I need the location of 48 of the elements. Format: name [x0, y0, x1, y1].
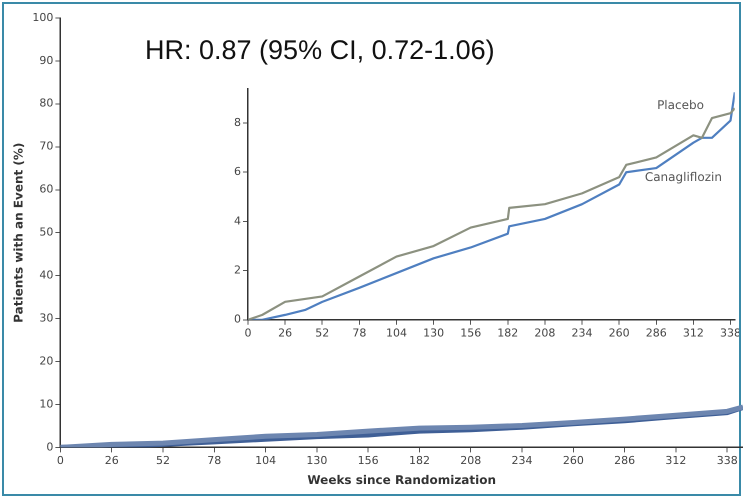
x-tick-label: 26 [278, 326, 292, 340]
y-tick-label: 100 [32, 10, 54, 24]
x-tick-label: 312 [682, 326, 704, 340]
x-tick-label: 104 [255, 454, 276, 467]
x-tick-label: 182 [408, 454, 430, 467]
y-tick-label: 70 [39, 140, 54, 153]
x-tick-label: 78 [207, 454, 222, 467]
y-tick-label: 10 [39, 397, 54, 410]
x-tick-label: 260 [562, 454, 584, 467]
x-tick-label: 286 [614, 454, 636, 467]
x-tick-label: 78 [352, 326, 366, 340]
x-tick-label: 104 [386, 326, 407, 340]
x-tick-label: 26 [104, 454, 119, 467]
x-axis-title: Weeks since Randomization [307, 472, 496, 487]
x-tick-label: 338 [716, 454, 738, 467]
y-tick-label: 2 [234, 263, 241, 276]
annotation: HR: 0.87 (95% CI, 0.72-1.06) [145, 35, 495, 66]
y-tick-label: 0 [46, 440, 54, 454]
y-tick-label: 4 [234, 214, 241, 228]
series-label: Canagliflozin [644, 170, 722, 184]
x-tick-label: 0 [244, 326, 252, 340]
x-tick-label: 208 [534, 326, 556, 340]
y-tick-label: 40 [39, 268, 54, 282]
y-tick-label: 30 [39, 311, 54, 324]
x-tick-label: 52 [156, 454, 170, 467]
x-tick-label: 260 [608, 326, 630, 340]
x-tick-label: 234 [512, 454, 533, 467]
x-tick-label: 312 [665, 454, 686, 467]
x-tick-label: 52 [315, 326, 330, 340]
x-tick-label: 234 [572, 326, 593, 340]
y-tick-label: 50 [39, 226, 54, 239]
y-tick-label: 20 [39, 354, 54, 368]
y-tick-label: 0 [234, 312, 241, 326]
x-tick-label: 286 [646, 326, 667, 340]
y-tick-label: 6 [234, 165, 241, 178]
x-tick-label: 156 [460, 326, 482, 340]
x-tick-label: 130 [306, 454, 328, 467]
x-tick-label: 182 [497, 326, 518, 340]
x-tick-label: 156 [358, 454, 379, 467]
y-tick-label: 90 [39, 54, 54, 67]
y-axis-title: Patients with an Event (%) [11, 142, 26, 323]
y-tick-label: 60 [39, 182, 54, 196]
x-tick-label: 0 [56, 454, 64, 467]
x-tick-label: 208 [460, 454, 482, 467]
y-tick-label: 8 [234, 116, 241, 129]
y-tick-label: 80 [39, 96, 54, 110]
series-label: Placebo [657, 98, 704, 112]
x-tick-label: 130 [423, 326, 444, 340]
